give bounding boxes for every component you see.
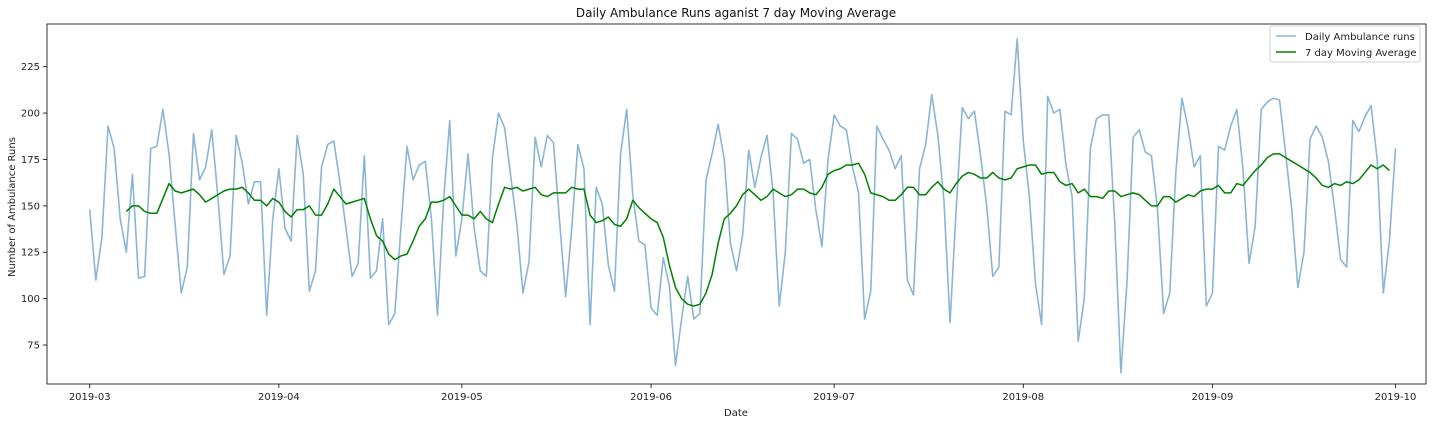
plot-frame: [46, 23, 1427, 385]
y-tick-label: 175: [21, 155, 40, 166]
y-tick-label: 150: [21, 201, 40, 212]
x-tick-label: 2019-03: [69, 392, 111, 403]
y-tick-label: 100: [21, 294, 40, 305]
x-axis: 2019-03 2019-04 2019-05 2019-06 2019-07 2019-…: [69, 384, 1417, 403]
x-tick-label: 2019-06: [630, 392, 672, 403]
series-line-daily: [88, 38, 1397, 374]
y-tick-label: 75: [27, 341, 40, 352]
x-tick-label: 2019-07: [813, 392, 855, 403]
y-axis: 75 100 125 150 175 200 225: [21, 62, 47, 352]
chart-title: Daily Ambulance Runs aganist 7 day Movin…: [576, 6, 896, 20]
y-tick-label: 125: [21, 248, 40, 259]
legend-box: [1269, 25, 1421, 63]
plot-area: [46, 23, 1427, 385]
x-tick-label: 2019-10: [1375, 392, 1417, 403]
x-tick-label: 2019-05: [441, 392, 483, 403]
y-axis-label: Number of Ambulance Runs: [7, 137, 18, 277]
legend-label-daily: Daily Ambulance runs: [1305, 32, 1415, 43]
legend-label-moving-average: 7 day Moving Average: [1305, 48, 1416, 59]
x-axis-label: Date: [724, 408, 748, 419]
x-tick-label: 2019-08: [1002, 392, 1044, 403]
x-tick-label: 2019-09: [1192, 392, 1234, 403]
x-tick-label: 2019-04: [258, 392, 300, 403]
y-tick-label: 225: [21, 62, 40, 73]
legend: Daily Ambulance runs 7 day Moving Averag…: [1269, 25, 1421, 63]
series-line-moving-average: [125, 153, 1390, 307]
y-tick-label: 200: [21, 109, 40, 120]
